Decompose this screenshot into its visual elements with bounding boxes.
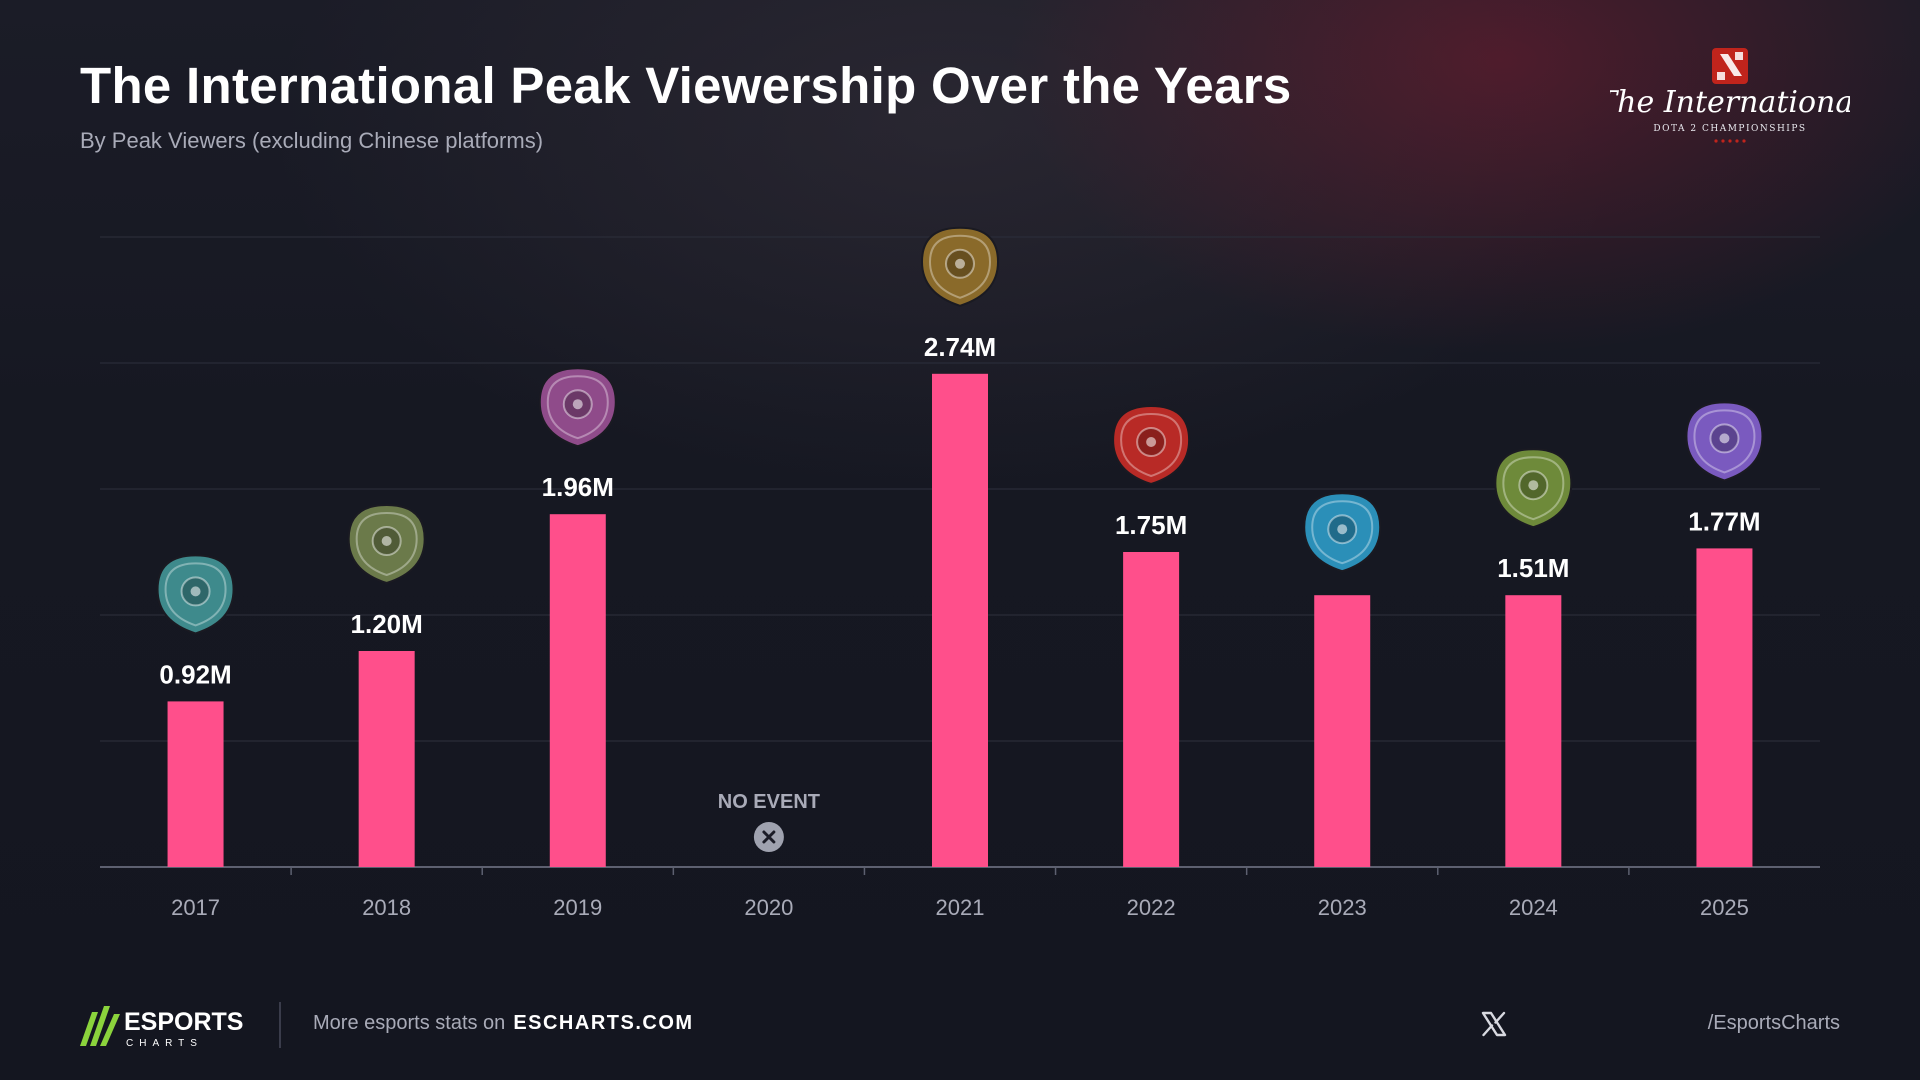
- data-label: 1.77M: [1688, 506, 1760, 536]
- x-tick-label: 2024: [1509, 895, 1558, 920]
- aegis-icon: [920, 226, 1000, 307]
- page-title: The International Peak Viewership Over t…: [80, 57, 1292, 114]
- aegis-icon: [1303, 492, 1382, 573]
- data-label: 1.75M: [1115, 510, 1187, 540]
- data-label: 1.96M: [542, 472, 614, 502]
- x-tick-label: 2019: [553, 895, 602, 920]
- no-event-label: NO EVENT: [718, 791, 820, 813]
- aegis-icon: [538, 367, 617, 448]
- data-label: 1.20M: [351, 609, 423, 639]
- x-tick-label: 2021: [936, 895, 985, 920]
- bar: [167, 701, 224, 867]
- the-international-logo: The International DOTA 2 CHAMPIONSHIPS: [1610, 48, 1850, 143]
- footer-divider: [279, 1002, 281, 1048]
- close-mark: [762, 830, 776, 844]
- x-tick-label: 2022: [1127, 895, 1176, 920]
- social-handle[interactable]: /EsportsCharts: [1707, 1012, 1840, 1034]
- logo-caption: DOTA 2 CHAMPIONSHIPS: [1653, 124, 1806, 134]
- aegis-icon: [156, 554, 235, 635]
- bar: [358, 651, 415, 867]
- more-text: More esports stats on: [313, 1012, 506, 1034]
- x-tick-label: 2020: [744, 895, 793, 920]
- bar: [1696, 548, 1753, 867]
- x-tick-label: 2023: [1318, 895, 1367, 920]
- bar: [1123, 552, 1180, 867]
- aegis-icon: [1494, 448, 1573, 529]
- bar: [1505, 595, 1562, 867]
- x-tick-label: 2025: [1700, 895, 1749, 920]
- bar: [549, 514, 606, 867]
- aegis-icon: [347, 503, 426, 585]
- logo-script: The International: [1610, 85, 1850, 120]
- site-link[interactable]: ESCHARTS.COM: [513, 1012, 694, 1034]
- x-tick-label: 2018: [362, 895, 411, 920]
- x-twitter-icon[interactable]: [1480, 1010, 1508, 1038]
- esports-charts-logo-icon: [80, 1006, 120, 1046]
- footer-more-stats: More esports stats on ESCHARTS.COM: [313, 1012, 694, 1035]
- brand-sub: CHARTS: [126, 1038, 203, 1049]
- aegis-icon: [1112, 404, 1191, 486]
- bar: [1314, 595, 1371, 867]
- bar: [932, 373, 988, 867]
- aegis-icon: [1685, 401, 1764, 482]
- esports-charts-logo: ESPORTS CHARTS: [80, 1006, 243, 1049]
- page-subtitle: By Peak Viewers (excluding Chinese platf…: [80, 128, 544, 153]
- data-label: 0.92M: [159, 659, 231, 689]
- data-label: 2.74M: [924, 332, 996, 362]
- brand-name: ESPORTS: [124, 1008, 243, 1036]
- x-tick-label: 2017: [171, 895, 220, 920]
- data-label: 1.51M: [1497, 553, 1569, 583]
- dota2-logo-icon: [1712, 48, 1748, 84]
